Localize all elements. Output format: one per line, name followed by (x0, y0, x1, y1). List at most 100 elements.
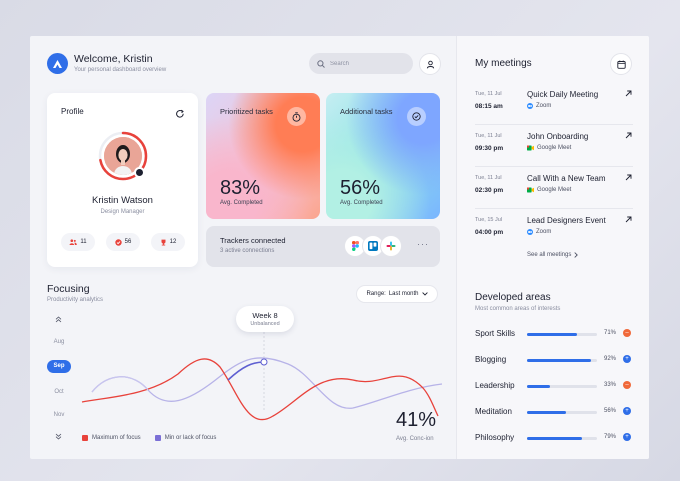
area-name: Sport Skills (475, 329, 516, 338)
meeting-time: 09:30 pm (475, 145, 504, 152)
arrow-up-right-icon[interactable] (625, 90, 632, 97)
prioritized-tasks-card[interactable]: Prioritized tasks 83% Avg. Completed (206, 93, 320, 219)
stat-completed-value: 56 (124, 239, 132, 245)
card-label: Avg. Completed (220, 200, 263, 206)
card-title: Additional tasks (340, 107, 393, 116)
search-icon (317, 59, 325, 68)
tooltip-week: Week 8 (252, 311, 278, 320)
platform-label: Zoom (536, 103, 552, 109)
platform-label: Google Meet (537, 187, 572, 193)
trend-up-icon: + (623, 433, 631, 441)
arrow-up-right-icon[interactable] (625, 132, 632, 139)
areas-title: Developed areas (475, 292, 551, 303)
area-name: Philosophy (475, 433, 515, 442)
arrow-up-right-icon[interactable] (625, 216, 632, 223)
users-icon (69, 239, 78, 245)
month-sep[interactable]: Sep (47, 360, 71, 373)
area-progress-fill (527, 359, 592, 362)
focus-chart[interactable] (78, 312, 442, 430)
trend-down-icon: – (623, 381, 631, 389)
profile-progress-ring (98, 131, 148, 181)
area-item[interactable]: Philosophy 79% + (475, 432, 635, 446)
avatar[interactable] (98, 131, 148, 181)
meeting-item[interactable]: Tue, 11 Jul 08:15 am Quick Daily Meeting… (475, 84, 635, 122)
chevron-right-icon (574, 252, 579, 258)
user-button[interactable] (419, 53, 441, 75)
chevron-down-double-icon[interactable] (55, 433, 62, 440)
meetings-title: My meetings (475, 58, 532, 69)
figma-icon[interactable] (344, 235, 366, 257)
dashboard-frame: Welcome, Kristin Your personal dashboard… (30, 36, 649, 459)
divider (475, 166, 633, 167)
app-logo-icon[interactable] (47, 53, 68, 74)
platform-label: Zoom (536, 229, 552, 235)
area-percent: 56% (603, 408, 616, 414)
trend-up-icon: + (623, 355, 631, 363)
area-progress-track (527, 333, 597, 336)
month-nov[interactable]: Nov (53, 412, 65, 418)
trend-down-icon: – (623, 329, 631, 337)
chevron-up-icon[interactable] (55, 316, 62, 323)
legend-swatch (154, 435, 161, 441)
area-percent: 33% (603, 382, 616, 388)
slack-icon[interactable] (380, 235, 402, 257)
stat-users[interactable]: 11 (61, 233, 95, 251)
meeting-item[interactable]: Tue, 15 Jul 04:00 pm Lead Designers Even… (475, 210, 635, 248)
profile-title: Profile (61, 107, 84, 116)
meeting-platform: Google Meet (527, 187, 571, 193)
calendar-button[interactable] (610, 53, 632, 75)
more-options-icon[interactable]: ··· (417, 239, 429, 249)
area-item[interactable]: Meditation 56% + (475, 406, 635, 420)
month-aug[interactable]: Aug (53, 339, 65, 345)
meeting-time: 04:00 pm (475, 229, 504, 236)
area-name: Meditation (475, 407, 512, 416)
google-meet-icon (527, 187, 534, 193)
see-all-label: See all meetings (527, 252, 572, 258)
meeting-platform: Google Meet (527, 145, 571, 151)
see-all-meetings-link[interactable]: See all meetings (527, 252, 579, 258)
stat-completed[interactable]: 56 (106, 233, 140, 251)
profile-name: Kristin Watson (92, 195, 153, 206)
legend-max-focus: Maximum of focus (82, 435, 141, 441)
stopwatch-icon[interactable] (287, 107, 306, 126)
arrow-up-right-icon[interactable] (625, 174, 632, 181)
card-label: Avg. Completed (340, 200, 383, 206)
google-meet-icon (527, 145, 534, 151)
meeting-name: Lead Designers Event (527, 216, 606, 225)
profile-card: Profile (47, 93, 198, 267)
month-selector: Aug Sep Oct Nov (47, 314, 73, 444)
stat-users-value: 11 (80, 239, 87, 245)
camera-icon[interactable] (134, 167, 145, 178)
area-item[interactable]: Sport Skills 71% – (475, 328, 635, 342)
profile-stats: 11 56 12 (61, 233, 185, 251)
additional-tasks-card[interactable]: Additional tasks 56% Avg. Completed (326, 93, 440, 219)
search-bar[interactable] (309, 53, 413, 74)
range-dropdown[interactable]: Range: Last month (356, 285, 438, 303)
tooltip-status: Unbalanced (250, 321, 280, 327)
search-input[interactable] (330, 60, 400, 67)
refresh-icon[interactable] (175, 106, 185, 124)
chart-point-week-8[interactable] (260, 358, 268, 366)
meeting-date: Tue, 11 Jul (475, 175, 502, 181)
meeting-item[interactable]: Tue, 11 Jul 02:30 pm Call With a New Tea… (475, 168, 635, 206)
main-panel: Welcome, Kristin Your personal dashboard… (30, 36, 456, 459)
meeting-date: Tue, 15 Jul (475, 217, 503, 223)
area-progress-fill (527, 411, 567, 414)
card-title: Prioritized tasks (220, 107, 273, 116)
area-item[interactable]: Blogging 92% + (475, 354, 635, 368)
check-circle-icon[interactable] (407, 107, 426, 126)
meeting-item[interactable]: Tue, 11 Jul 09:30 pm John Onboarding Goo… (475, 126, 635, 164)
stat-awards[interactable]: 12 (151, 233, 185, 251)
concentration-label: Avg. Conc-ion (396, 436, 434, 442)
month-oct[interactable]: Oct (54, 389, 64, 395)
week-tooltip: Week 8 Unbalanced (236, 306, 294, 332)
trend-up-icon: + (623, 407, 631, 415)
meeting-name: Call With a New Team (527, 174, 606, 183)
divider (475, 124, 633, 125)
area-item[interactable]: Leadership 33% – (475, 380, 635, 394)
concentration-value: 41% (396, 409, 437, 431)
trackers-card[interactable]: Trackers connected 3 active connections … (206, 226, 440, 267)
welcome-subtitle: Your personal dashboard overview (74, 67, 167, 73)
calendar-icon (616, 60, 626, 69)
legend-label: Min or lack of focus (164, 435, 217, 441)
